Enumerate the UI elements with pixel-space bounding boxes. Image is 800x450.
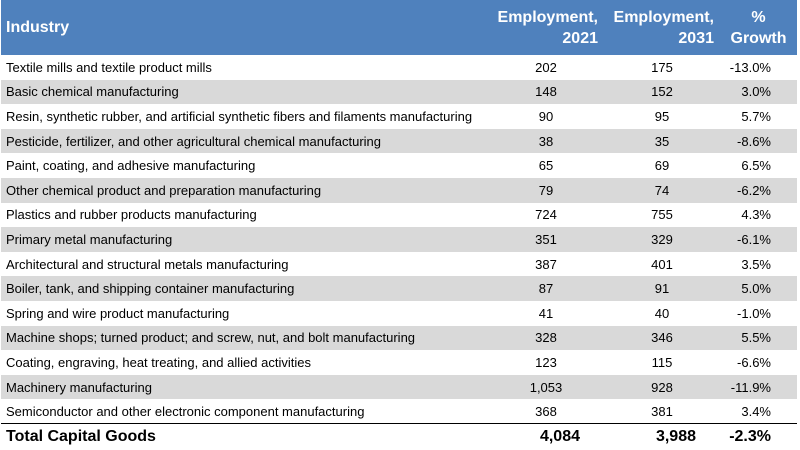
total-growth: -2.3% (729, 427, 771, 445)
cell-employment-2031: 35 (654, 133, 670, 149)
cell-employment-2031: 91 (654, 281, 670, 297)
cell-industry: Spring and wire product manufacturing (6, 305, 230, 321)
cell-employment-2021: 87 (538, 281, 554, 297)
table-row: Spring and wire product manufacturing 41 4… (1, 300, 797, 326)
cell-employment-2021: 202 (535, 59, 557, 75)
cell-employment-2021: 90 (538, 108, 554, 124)
cell-growth: 3.0% (741, 84, 771, 100)
table-row: Boiler, tank, and shipping container man… (1, 276, 797, 301)
total-employment-2021: 4,084 (539, 427, 580, 445)
table-body: Textile mills and textile product mills 2… (1, 55, 797, 449)
cell-industry: Primary metal manufacturing (6, 231, 173, 247)
header-row: Industry Employment, 2021 Employment, 20… (1, 0, 797, 55)
column-header-growth: % Growth (720, 0, 797, 55)
cell-growth: -1.0% (737, 305, 771, 321)
cell-employment-2021: 351 (535, 231, 557, 247)
cell-employment-2031: 95 (654, 108, 670, 124)
column-header-growth-line1: % (751, 8, 766, 26)
cell-growth: -6.2% (737, 182, 771, 198)
cell-employment-2021: 123 (535, 354, 557, 370)
cell-employment-2031: 69 (654, 158, 670, 174)
cell-industry: Basic chemical manufacturing (6, 84, 179, 100)
cell-industry: Other chemical product and preparation m… (6, 182, 322, 198)
cell-employment-2031: 329 (651, 231, 673, 247)
cell-growth: -13.0% (729, 59, 771, 75)
total-label: Total Capital Goods (6, 427, 156, 445)
total-employment-2031: 3,988 (655, 427, 696, 445)
column-header-employment-2031: Employment, 2031 (604, 0, 720, 55)
cell-employment-2031: 74 (654, 182, 670, 198)
table-row: Machine shops; turned product; and screw… (1, 325, 797, 351)
cell-growth: -6.1% (737, 231, 771, 247)
cell-employment-2021: 65 (538, 158, 554, 174)
cell-industry: Architectural and structural metals manu… (6, 256, 289, 272)
cell-employment-2031: 928 (651, 379, 673, 395)
cell-growth: 3.5% (741, 256, 771, 272)
cell-employment-2031: 175 (651, 59, 673, 75)
table-row: Textile mills and textile product mills 2… (1, 55, 797, 80)
column-header-employment-2021-line1: Employment, (497, 8, 598, 26)
cell-industry: Boiler, tank, and shipping container man… (6, 281, 295, 297)
cell-growth: 3.4% (741, 403, 771, 419)
column-header-growth-line2: Growth (730, 29, 787, 47)
cell-employment-2021: 368 (535, 403, 557, 419)
cell-employment-2021: 148 (535, 84, 557, 100)
total-row: Total Capital Goods 4,084 3,988 -2.3% (1, 423, 797, 449)
cell-employment-2021: 1,053 (529, 379, 563, 395)
table-row: Pesticide, fertilizer, and other agricul… (1, 128, 797, 154)
table-row: Coating, engraving, heat treating, and a… (1, 350, 797, 375)
cell-industry: Pesticide, fertilizer, and other agricul… (6, 133, 382, 149)
table-row: Architectural and structural metals manu… (1, 251, 797, 277)
table-row: Machinery manufacturing 1,053 928 -11.9% (1, 374, 797, 400)
table-row: Resin, synthetic rubber, and artificial … (1, 104, 797, 129)
cell-employment-2031: 115 (651, 354, 673, 370)
table-row: Paint, coating, and adhesive manufacturi… (1, 153, 797, 178)
table-row: Semiconductor and other electronic compo… (1, 399, 797, 424)
cell-growth: 4.3% (741, 207, 771, 223)
cell-growth: -8.6% (737, 133, 771, 149)
cell-industry: Plastics and rubber products manufacturi… (6, 207, 257, 223)
cell-growth: 5.0% (741, 281, 771, 297)
cell-growth: -6.6% (737, 354, 771, 370)
table-row: Basic chemical manufacturing 148 152 3.0% (1, 79, 797, 105)
cell-industry: Machinery manufacturing (6, 379, 152, 395)
table-row: Plastics and rubber products manufacturi… (1, 202, 797, 228)
cell-employment-2031: 381 (651, 403, 673, 419)
cell-employment-2021: 724 (535, 207, 557, 223)
cell-employment-2021: 387 (535, 256, 557, 272)
cell-employment-2021: 41 (538, 305, 554, 321)
cell-industry: Resin, synthetic rubber, and artificial … (6, 108, 473, 124)
cell-industry: Machine shops; turned product; and screw… (6, 330, 416, 346)
cell-industry: Semiconductor and other electronic compo… (6, 403, 365, 419)
column-header-employment-2021: Employment, 2021 (488, 0, 604, 55)
cell-employment-2031: 152 (651, 84, 673, 100)
table-header: Industry Employment, 2021 Employment, 20… (1, 0, 797, 55)
column-header-employment-2021-line2: 2021 (562, 29, 598, 47)
cell-employment-2031: 755 (651, 207, 673, 223)
cell-employment-2021: 38 (538, 133, 554, 149)
cell-employment-2021: 328 (535, 330, 557, 346)
cell-industry: Paint, coating, and adhesive manufacturi… (6, 158, 256, 174)
cell-growth: 5.7% (741, 108, 771, 124)
cell-employment-2021: 79 (538, 182, 554, 198)
column-header-employment-2031-line2: 2031 (678, 29, 714, 47)
table-row: Other chemical product and preparation m… (1, 177, 797, 203)
cell-industry: Textile mills and textile product mills (6, 59, 212, 75)
cell-growth: 6.5% (741, 158, 771, 174)
cell-employment-2031: 401 (651, 256, 673, 272)
column-header-industry: Industry (6, 19, 70, 36)
cell-employment-2031: 40 (654, 305, 670, 321)
cell-industry: Coating, engraving, heat treating, and a… (6, 354, 311, 370)
cell-growth: 5.5% (741, 330, 771, 346)
cell-employment-2031: 346 (651, 330, 673, 346)
cell-growth: -11.9% (730, 379, 771, 395)
table-row: Primary metal manufacturing 351 329 -6.1% (1, 227, 797, 252)
column-header-employment-2031-line1: Employment, (613, 8, 714, 26)
